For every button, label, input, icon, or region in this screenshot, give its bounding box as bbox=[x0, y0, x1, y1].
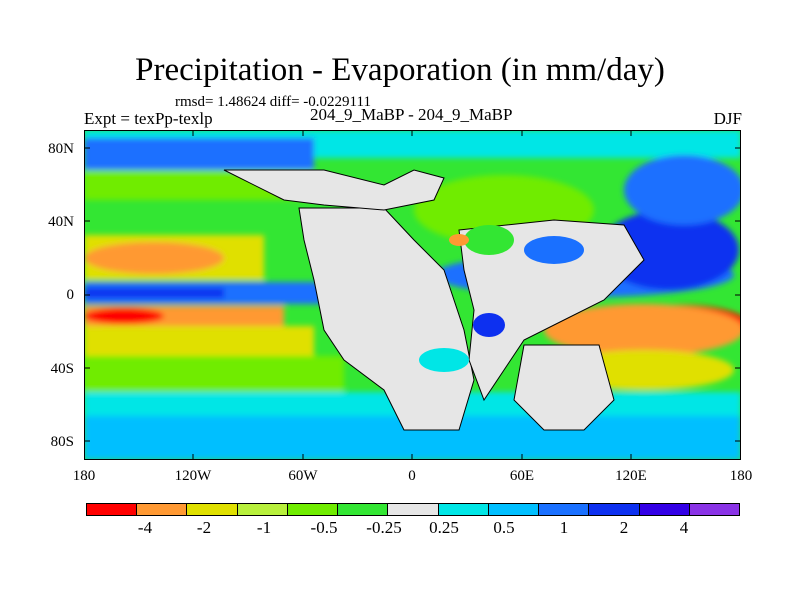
colorbar-swatch bbox=[338, 504, 389, 515]
colorbar-label: -0.5 bbox=[310, 518, 338, 537]
x-tick-60e: 60E bbox=[509, 468, 535, 484]
tick-marks bbox=[84, 130, 741, 460]
colorbar-label: -4 bbox=[137, 518, 153, 537]
land-patch-green bbox=[464, 225, 514, 255]
colorbar-label: 2 bbox=[619, 518, 629, 537]
colorbar-swatch bbox=[488, 504, 540, 515]
colorbar-swatch bbox=[287, 504, 339, 515]
y-tick-0: 0 bbox=[66, 287, 75, 303]
y-tick-40s: 40S bbox=[50, 361, 74, 377]
map-panel bbox=[84, 130, 741, 460]
experiment-label: Expt = texPp-texlp bbox=[84, 109, 213, 128]
south-yellow bbox=[84, 326, 314, 356]
land-mass-east bbox=[458, 219, 645, 402]
land-patch-blue bbox=[524, 236, 584, 264]
south-red bbox=[84, 308, 164, 324]
colorbar-label: -2 bbox=[196, 518, 212, 537]
land-mass-west bbox=[298, 207, 475, 431]
equator-deep bbox=[84, 288, 224, 298]
x-tick-60w: 60W bbox=[288, 468, 318, 484]
y-tick-40n: 40N bbox=[48, 214, 74, 230]
season-label: DJF bbox=[713, 109, 742, 128]
north-pacific-blue bbox=[84, 138, 314, 170]
x-tick-120e: 120E bbox=[615, 468, 647, 484]
colorbar-label: 0.5 bbox=[493, 518, 515, 537]
x-tick-120w: 120W bbox=[174, 468, 212, 484]
colorbar-label: -1 bbox=[256, 518, 272, 537]
colorbar-swatch bbox=[639, 504, 690, 515]
map-svg bbox=[84, 130, 741, 460]
colorbar-swatch bbox=[689, 504, 740, 515]
colorbar-swatch bbox=[187, 504, 238, 515]
x-tick-0: 0 bbox=[408, 468, 416, 484]
colorbar-swatch bbox=[87, 504, 138, 515]
x-tick-180e: 180 bbox=[729, 468, 753, 484]
stats-label: rmsd= 1.48624 diff= -0.0229111 bbox=[175, 94, 371, 110]
north-atlantic-blue bbox=[624, 155, 741, 225]
colorbar-swatch bbox=[237, 504, 288, 515]
east-indian-orange bbox=[544, 304, 741, 356]
colorbar-label: -0.25 bbox=[366, 518, 402, 537]
colorbar-swatch bbox=[137, 504, 188, 515]
land-patch-cyan bbox=[419, 348, 469, 372]
colorbar bbox=[86, 503, 740, 516]
colorbar-label: 4 bbox=[679, 518, 689, 537]
colorbar-swatch bbox=[438, 504, 489, 515]
colorbar-swatch bbox=[388, 504, 439, 515]
land-patch-orange bbox=[449, 234, 469, 246]
case-label: 204_9_MaBP - 204_9_MaBP bbox=[310, 105, 513, 124]
y-tick-80s: 80S bbox=[50, 434, 74, 450]
x-tick-180w: 180 bbox=[72, 468, 96, 484]
colorbar-label: 0.25 bbox=[429, 518, 459, 537]
y-tick-80n: 80N bbox=[48, 141, 74, 157]
land-patch-purple bbox=[473, 313, 505, 337]
colorbar-swatch bbox=[539, 504, 590, 515]
plot-title: Precipitation - Evaporation (in mm/day) bbox=[135, 52, 665, 88]
land-mass-south bbox=[513, 344, 615, 431]
colorbar-swatch bbox=[589, 504, 640, 515]
subtropic-orange bbox=[84, 242, 224, 274]
colorbar-label: 1 bbox=[559, 518, 569, 537]
land-mass-north bbox=[223, 169, 445, 211]
